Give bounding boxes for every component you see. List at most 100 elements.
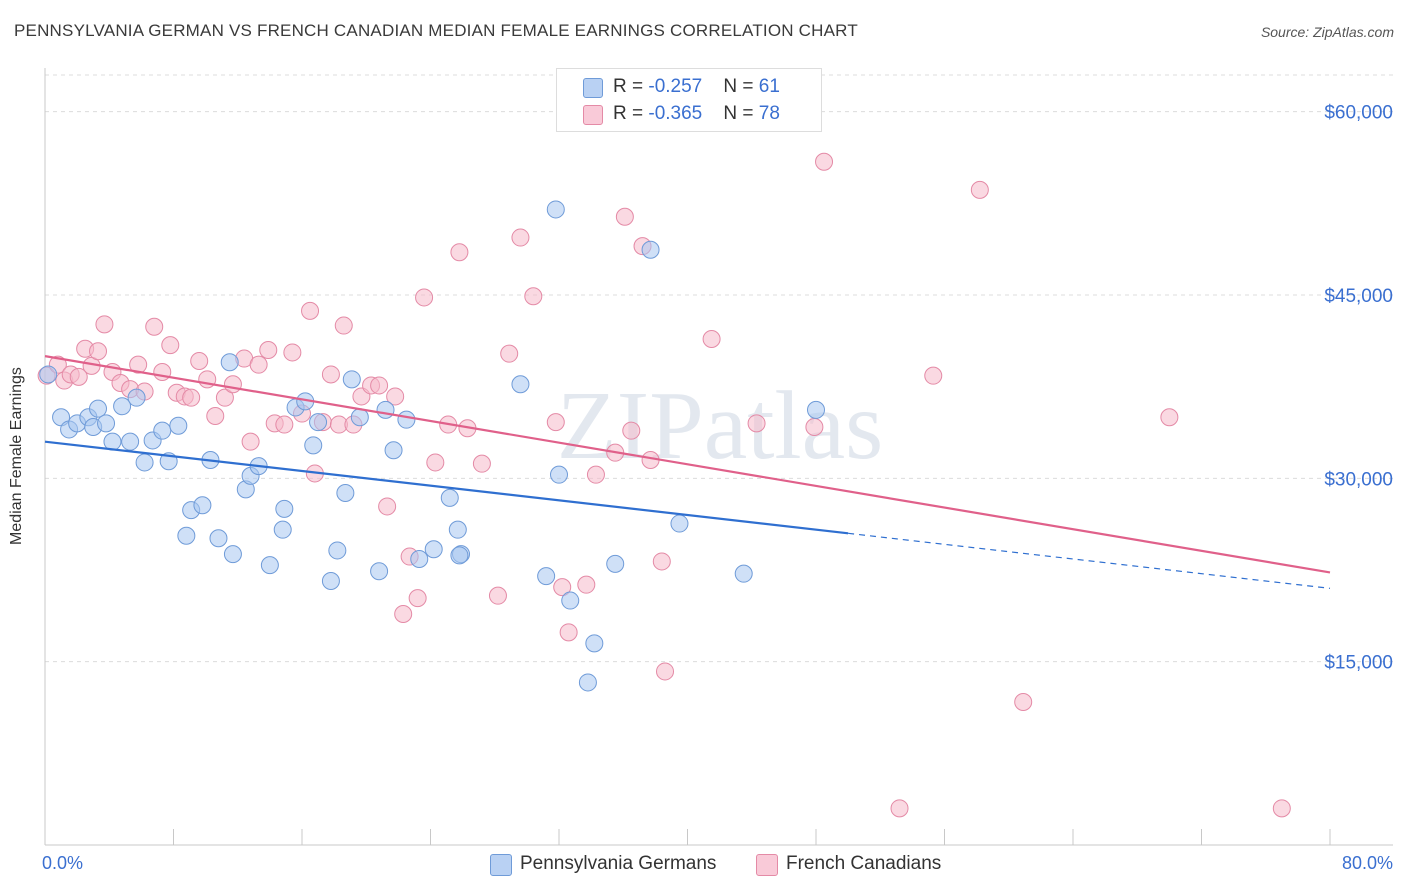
trend-line-french-canadians [44, 355, 1331, 574]
data-point-pennsylvania-germans [135, 453, 154, 472]
chart-title: PENNSYLVANIA GERMAN VS FRENCH CANADIAN M… [14, 21, 858, 40]
data-point-pennsylvania-germans [260, 556, 279, 575]
data-point-pennsylvania-germans [273, 520, 292, 539]
y-tick-label: $45,000 [1324, 286, 1393, 307]
source-credit: Source: ZipAtlas.com [1260, 24, 1394, 40]
data-point-pennsylvania-germans [309, 413, 328, 432]
data-point-french-canadians [970, 180, 989, 199]
data-point-french-canadians [586, 465, 605, 484]
data-point-pennsylvania-germans [546, 200, 565, 219]
y-tick-label: $15,000 [1324, 653, 1393, 674]
data-point-pennsylvania-germans [550, 465, 568, 484]
data-point-french-canadians [559, 623, 578, 642]
data-point-pennsylvania-germans [321, 572, 340, 590]
data-point-french-canadians [450, 243, 469, 262]
data-point-french-canadians [182, 388, 201, 407]
data-point-french-canadians [89, 342, 108, 361]
gridlines [45, 74, 1393, 663]
data-point-french-canadians [1272, 799, 1291, 818]
data-point-pennsylvania-germans [807, 400, 825, 419]
y-tick-label: $30,000 [1324, 469, 1393, 490]
trend-line-pennsylvania-germans-extension [848, 532, 1331, 589]
data-point-pennsylvania-germans [537, 567, 556, 586]
data-point-french-canadians [615, 207, 634, 226]
data-point-french-canadians [1160, 408, 1179, 427]
data-point-french-canadians [1014, 693, 1033, 711]
data-point-french-canadians [334, 316, 353, 335]
data-point-french-canadians [500, 344, 519, 363]
data-point-pennsylvania-germans [153, 421, 172, 440]
data-point-french-canadians [95, 315, 114, 334]
data-point-french-canadians [622, 421, 641, 440]
x-tick-label: 80.0% [1342, 853, 1393, 873]
data-point-pennsylvania-germans [561, 591, 580, 610]
watermark: ZIPatlas [557, 372, 884, 480]
data-point-french-canadians [145, 317, 164, 336]
data-point-pennsylvania-germans [424, 540, 443, 559]
data-point-french-canadians [321, 365, 340, 384]
data-point-pennsylvania-germans [641, 240, 660, 259]
data-point-french-canadians [249, 355, 268, 374]
data-point-french-canadians [301, 301, 320, 320]
data-point-pennsylvania-germans [328, 541, 347, 560]
data-point-french-canadians [577, 575, 596, 594]
data-point-french-canadians [378, 497, 397, 516]
data-point-french-canadians [524, 287, 543, 306]
data-point-pennsylvania-germans [169, 416, 188, 435]
axes [44, 68, 1393, 846]
bottom-legend-label: French Canadians [786, 853, 942, 874]
data-point-french-canadians [511, 228, 530, 247]
data-point-pennsylvania-germans [209, 529, 228, 548]
data-point-pennsylvania-germans [177, 526, 196, 545]
y-tick-label: $60,000 [1324, 103, 1393, 124]
data-point-pennsylvania-germans [511, 375, 530, 394]
data-point-pennsylvania-germans [220, 353, 239, 372]
stats-legend: R = -0.257 N = 61 R = -0.365 N = 78 [556, 68, 822, 132]
y-axis-label: Median Female Earnings [8, 367, 25, 545]
data-point-french-canadians [283, 343, 302, 362]
data-point-pennsylvania-germans [384, 441, 403, 460]
data-point-pennsylvania-germans [113, 397, 132, 416]
data-point-pennsylvania-germans [376, 400, 395, 419]
trend-line-pennsylvania-germans [44, 440, 849, 535]
data-point-french-canadians [241, 432, 260, 451]
data-point-french-canadians [408, 589, 427, 608]
data-point-french-canadians [702, 330, 721, 348]
data-point-french-canadians [553, 578, 572, 597]
data-point-french-canadians [223, 375, 242, 394]
data-point-french-canadians [259, 341, 278, 359]
data-point-french-canadians [415, 288, 434, 307]
data-point-pennsylvania-germans [350, 408, 369, 427]
bottom-legend-label: Pennsylvania Germans [520, 853, 717, 874]
bottom-swatch-blue [490, 854, 512, 876]
data-point-pennsylvania-germans [342, 370, 361, 389]
data-point-french-canadians [815, 152, 834, 171]
data-point-french-canadians [805, 418, 824, 436]
data-point-french-canadians [426, 453, 445, 472]
data-point-french-canadians [394, 605, 413, 623]
french-canadians-points [37, 152, 1291, 818]
data-point-pennsylvania-germans [121, 432, 140, 451]
data-point-french-canadians [129, 355, 148, 374]
data-point-pennsylvania-germans [336, 484, 355, 502]
data-point-french-canadians [215, 388, 234, 407]
data-point-french-canadians [386, 387, 405, 406]
data-point-french-canadians [69, 367, 88, 386]
data-point-pennsylvania-germans [450, 546, 469, 565]
data-point-pennsylvania-germans [734, 564, 753, 583]
data-point-pennsylvania-germans [127, 388, 146, 407]
pennsylvania-germans-points [39, 200, 825, 692]
data-point-pennsylvania-germans [193, 496, 212, 515]
bottom-swatch-pink [756, 854, 778, 876]
data-point-french-canadians [370, 376, 389, 395]
x-tick-label: 0.0% [42, 853, 83, 873]
data-point-french-canadians [924, 366, 943, 385]
data-point-pennsylvania-germans [585, 634, 604, 653]
legend-stats-pink: R = -0.365 N = 78 [613, 103, 780, 124]
data-point-french-canadians [652, 552, 671, 571]
data-point-pennsylvania-germans [275, 499, 294, 518]
data-point-pennsylvania-germans [578, 673, 597, 692]
data-point-pennsylvania-germans [670, 514, 689, 533]
data-point-pennsylvania-germans [304, 436, 323, 455]
